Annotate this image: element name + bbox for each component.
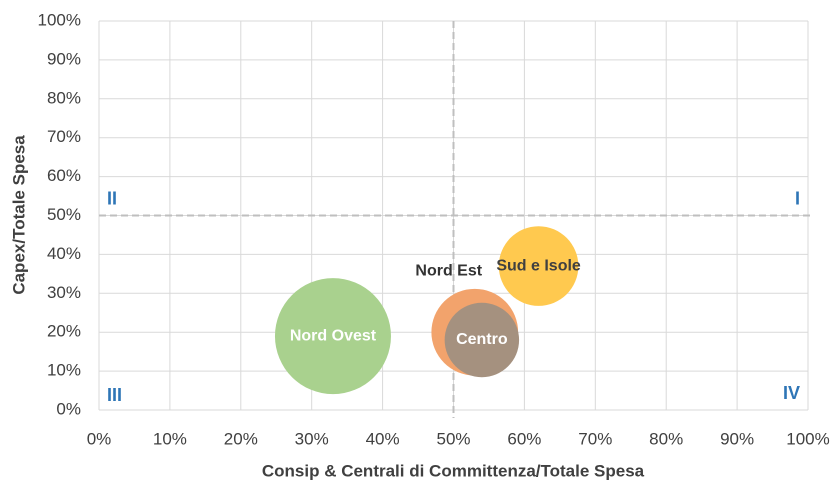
bubble [274, 278, 391, 395]
y-tick-label: 80% [47, 88, 81, 107]
x-tick-label: 50% [436, 429, 470, 448]
y-tick-label: 10% [47, 361, 81, 380]
y-tick-label: 100% [38, 10, 81, 29]
x-tick-label: 100% [786, 429, 829, 448]
bubble-label: Centro [456, 331, 508, 348]
quadrant-label: IV [783, 383, 800, 403]
y-tick-label: 20% [47, 322, 81, 341]
y-tick-label: 70% [47, 127, 81, 146]
x-axis-title: Consip & Centrali di Committenza/Totale … [262, 461, 645, 480]
y-tick-label: 90% [47, 49, 81, 68]
y-tick-label: 60% [47, 166, 81, 185]
x-tick-label: 10% [153, 429, 187, 448]
bubble [498, 226, 579, 306]
y-tick-label: 40% [47, 244, 81, 263]
y-axis-title: Capex/Totale Spesa [9, 135, 28, 295]
x-tick-label: 90% [720, 429, 754, 448]
y-tick-label: 0% [56, 399, 81, 418]
bubble-label: Nord Est [415, 263, 482, 280]
x-tick-label: 70% [578, 429, 612, 448]
y-tick-label: 30% [47, 283, 81, 302]
x-tick-label: 60% [507, 429, 541, 448]
x-tick-label: 0% [87, 429, 112, 448]
x-tick-label: 20% [224, 429, 258, 448]
bubble-label: Sud e Isole [496, 257, 581, 274]
x-tick-label: 80% [649, 429, 683, 448]
bubble [444, 302, 520, 378]
quadrant-label: I [795, 188, 800, 208]
quadrant-label: II [107, 188, 117, 208]
x-tick-label: 40% [366, 429, 400, 448]
quadrant-label: III [107, 385, 122, 405]
bubble-label: Nord Ovest [290, 327, 377, 344]
x-tick-label: 30% [295, 429, 329, 448]
y-tick-label: 50% [47, 205, 81, 224]
